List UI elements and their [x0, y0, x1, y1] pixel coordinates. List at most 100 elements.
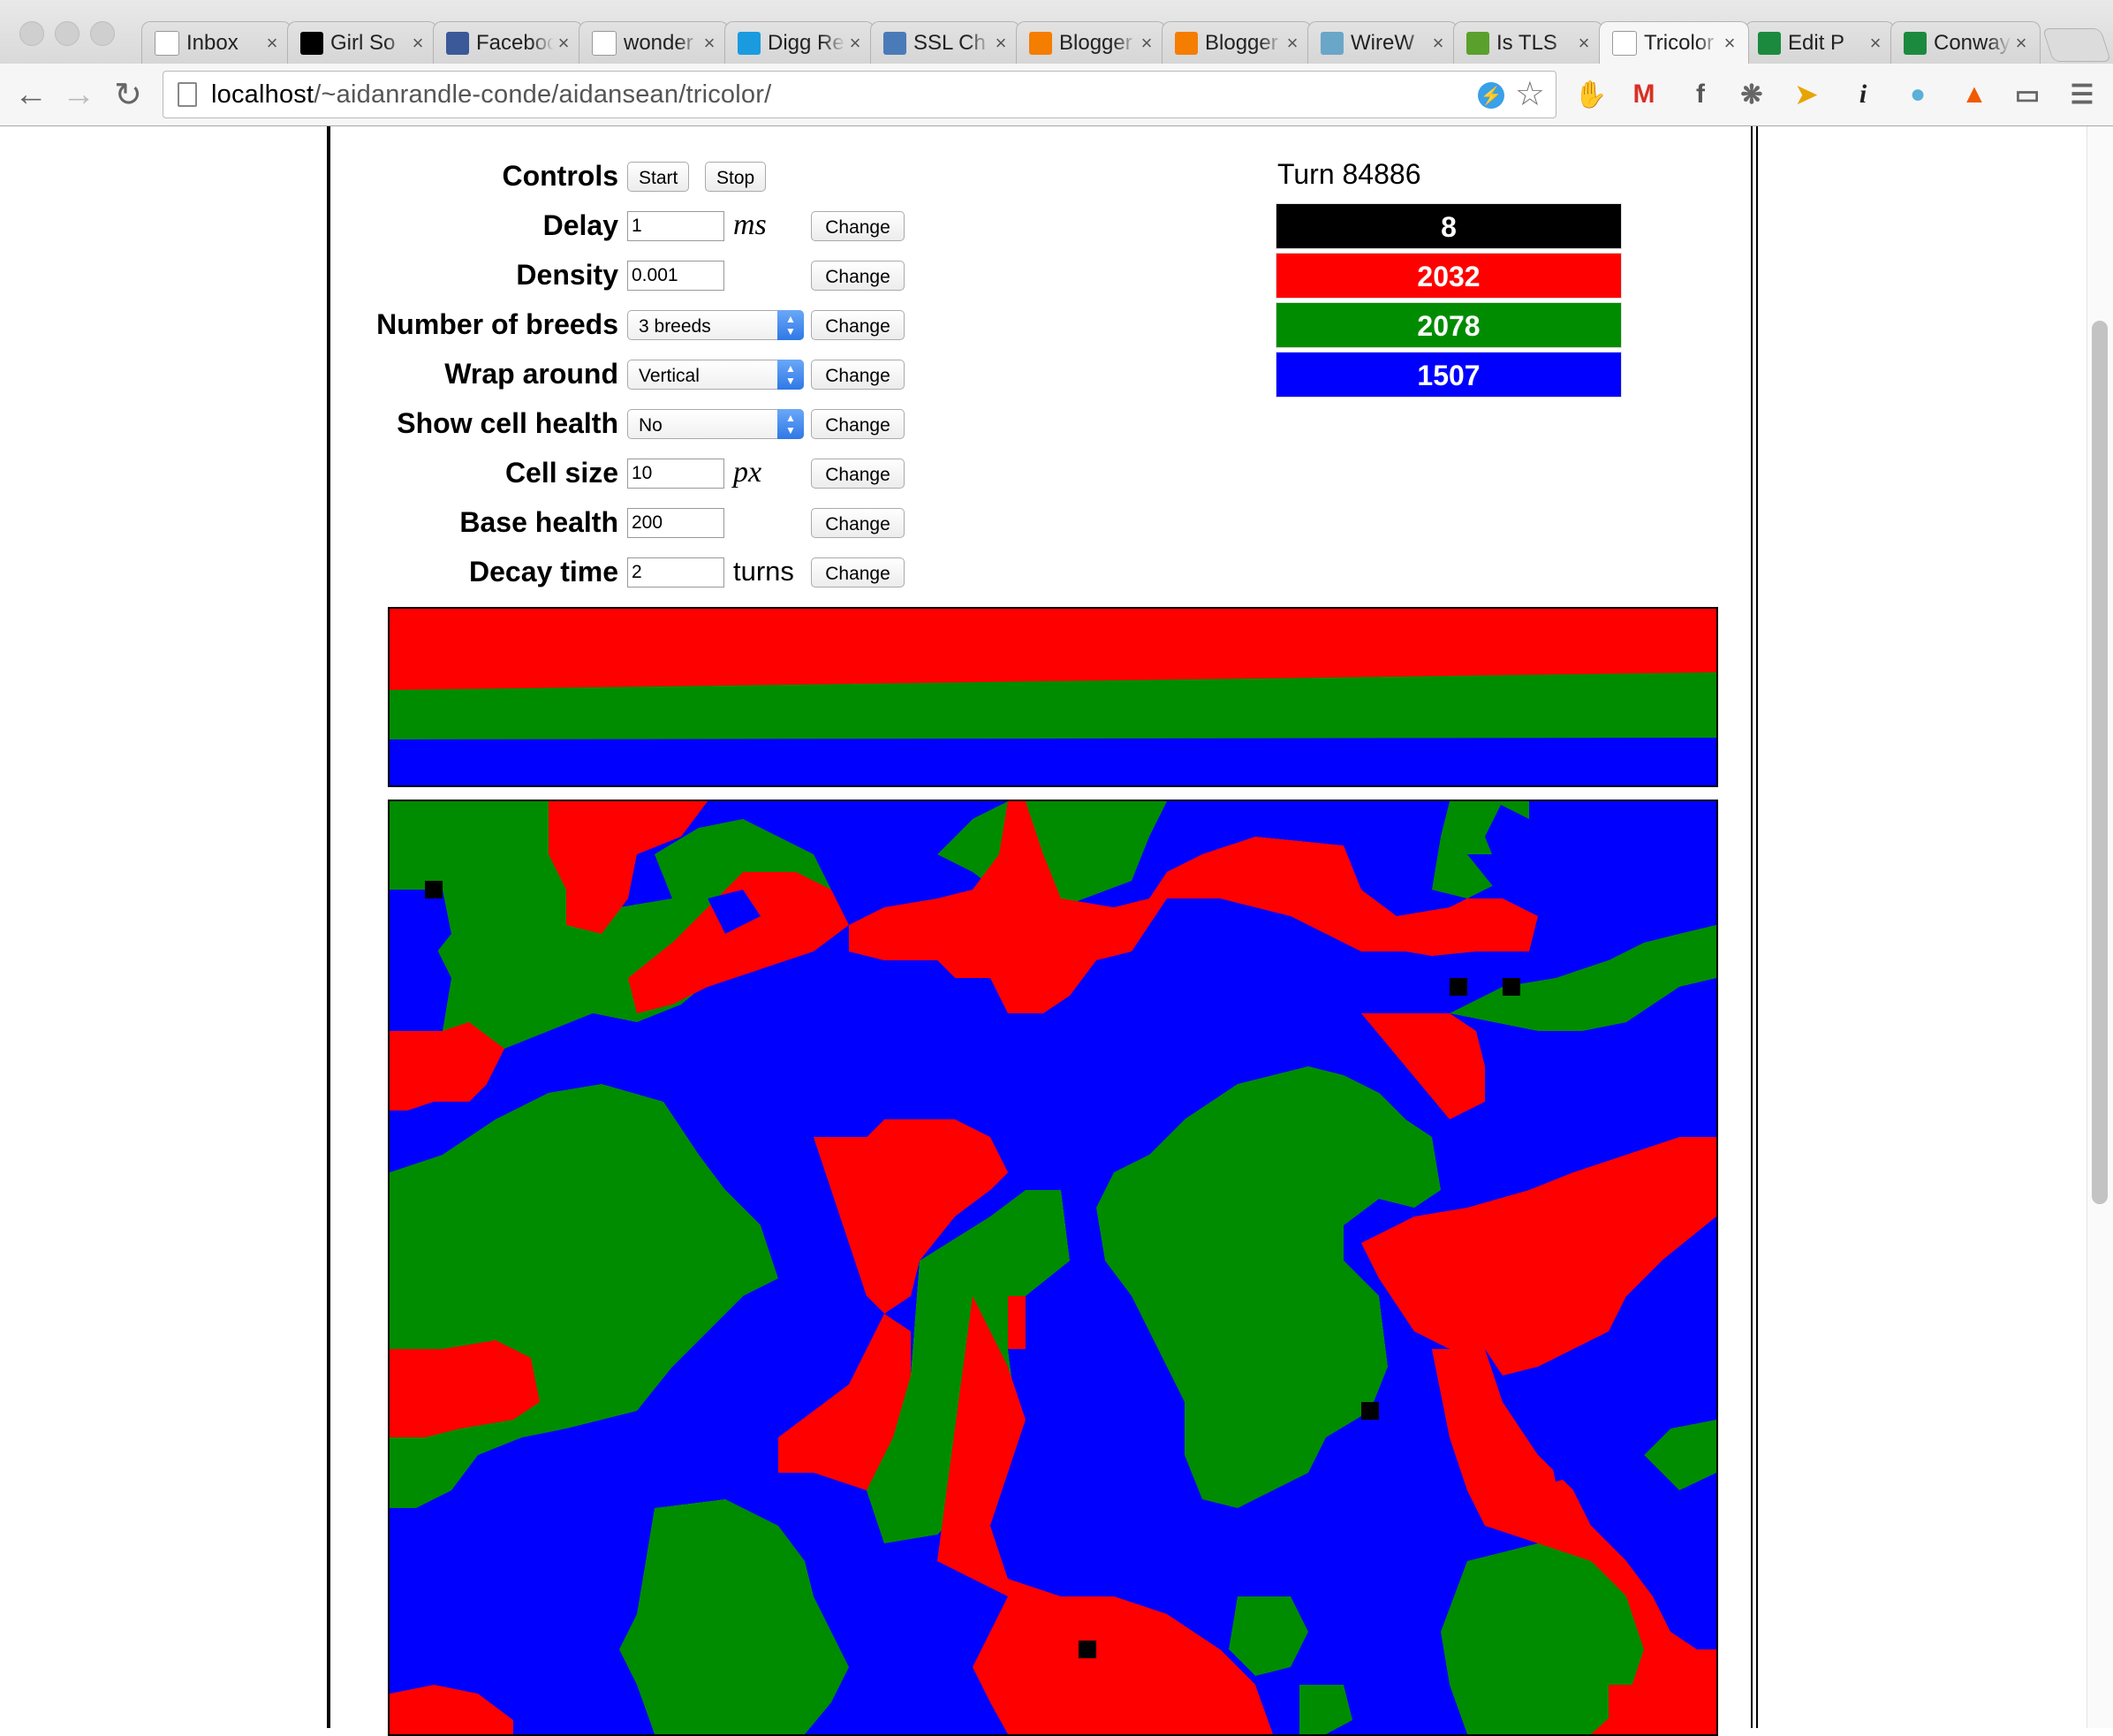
page-viewport: Controls Start Stop Delay ms Change Dens… [0, 126, 2113, 1736]
fire-extension-icon[interactable]: ▲ [1961, 80, 1988, 109]
page-right-border [1751, 126, 1758, 1728]
breeds-change-button[interactable]: Change [811, 310, 905, 340]
lightning-extension-icon[interactable]: ⚡ [1478, 82, 1504, 109]
address-bar[interactable]: localhost/~aidanrandle-conde/aidansean/t… [163, 71, 1556, 118]
health-select[interactable]: No ▲ ▼ [627, 409, 804, 439]
menu-icon[interactable]: ☰ [2070, 80, 2094, 110]
ghostery-icon[interactable]: ● [1909, 80, 1927, 109]
scrollbar-thumb[interactable] [2092, 321, 2108, 1204]
tab-3[interactable]: wonder × [579, 21, 729, 64]
tab-title: Conway [1934, 30, 2011, 55]
wrap-select[interactable]: Vertical ▲ ▼ [627, 360, 804, 390]
population-history-canvas [388, 607, 1718, 787]
start-button[interactable]: Start [627, 162, 690, 192]
tab-0[interactable]: Inbox × [141, 21, 292, 64]
adblock-hand-icon[interactable]: ✋ [1574, 80, 1608, 110]
facebook-icon [446, 31, 469, 55]
stop-button[interactable]: Stop [705, 162, 767, 192]
tab-12[interactable]: Conway × [1890, 21, 2041, 64]
info-extension-icon[interactable]: i [1859, 80, 1867, 109]
tab-close-icon[interactable]: × [849, 31, 861, 54]
delay-unit: ms [733, 208, 767, 241]
tab-close-icon[interactable]: × [1578, 31, 1590, 54]
minimize-window-button[interactable] [55, 21, 80, 46]
rocket-extension-icon[interactable]: ➤ [1795, 80, 1818, 110]
facebook-extension-icon[interactable]: f [1696, 80, 1705, 109]
delay-change-button[interactable]: Change [811, 211, 905, 241]
tab-2[interactable]: Facebook× [433, 21, 583, 64]
count-black: 8 [1276, 203, 1622, 249]
basehealth-change-button[interactable]: Change [811, 508, 905, 538]
tab-close-icon[interactable]: × [1869, 31, 1882, 54]
gmail-extension-icon[interactable]: M [1632, 80, 1655, 109]
tab-close-icon[interactable]: × [2015, 31, 2027, 54]
delay-label: Delay [542, 209, 618, 241]
tab-4[interactable]: Digg Re × [724, 21, 875, 64]
cellsize-input[interactable] [627, 459, 724, 489]
back-arrow-icon[interactable]: ← [14, 75, 48, 113]
cellsize-row: Cell size px Change [336, 453, 919, 492]
tab-title: Edit P [1788, 30, 1845, 55]
density-row: Density Change [336, 255, 919, 294]
tab-close-icon[interactable]: × [1723, 31, 1736, 54]
turn-counter: Turn 84886 [1277, 158, 1421, 190]
reload-icon[interactable]: ↻ [114, 76, 142, 114]
wrap-change-button[interactable]: Change [811, 360, 905, 390]
delay-input[interactable] [627, 211, 724, 241]
basehealth-row: Base health Change [336, 503, 919, 542]
density-change-button[interactable]: Change [811, 261, 905, 291]
tab-title: Blogger [1205, 30, 1278, 55]
tab-title: wonder [624, 30, 693, 55]
tab-9[interactable]: Is TLS × [1453, 21, 1603, 64]
tab-10[interactable]: Tricolor × [1599, 21, 1749, 64]
tab-close-icon[interactable]: × [557, 31, 570, 54]
tab-title: Is TLS [1496, 30, 1557, 55]
tab-close-icon[interactable]: × [412, 31, 424, 54]
tab-title: Digg Re [768, 30, 844, 55]
tab-close-icon[interactable]: × [995, 31, 1007, 54]
decay-change-button[interactable]: Change [811, 557, 905, 588]
tab-8[interactable]: WireW × [1307, 21, 1458, 64]
tab-5[interactable]: SSL Ch × [870, 21, 1020, 64]
game-board-canvas[interactable] [388, 800, 1718, 1736]
health-change-button[interactable]: Change [811, 409, 905, 439]
tab-close-icon[interactable]: × [1286, 31, 1299, 54]
tab-close-icon[interactable]: × [1432, 31, 1444, 54]
close-window-button[interactable] [19, 21, 44, 46]
page-icon [592, 30, 617, 56]
gmail-icon [155, 30, 179, 56]
browser-toolbar: ← → ↻ localhost/~aidanrandle-conde/aidan… [0, 64, 2113, 126]
tab-title: Inbox [186, 30, 239, 55]
decay-input[interactable] [627, 557, 724, 588]
url-text: localhost/~aidanrandle-conde/aidansean/t… [211, 80, 772, 109]
blogger-icon [1029, 31, 1052, 55]
forward-arrow-icon[interactable]: → [62, 75, 95, 113]
tab-close-icon[interactable]: × [266, 31, 278, 54]
tab-title: WireW [1351, 30, 1414, 55]
tab-7[interactable]: Blogger × [1162, 21, 1312, 64]
blogger-icon [1175, 31, 1198, 55]
tab-title: Girl So [330, 30, 396, 55]
cellsize-change-button[interactable]: Change [811, 459, 905, 489]
tab-close-icon[interactable]: × [703, 31, 716, 54]
cast-icon[interactable]: ▭ [2014, 80, 2041, 110]
zoom-window-button[interactable] [90, 21, 115, 46]
lock-icon [1466, 31, 1489, 55]
count-blue: 1507 [1276, 352, 1622, 398]
select-arrows-icon: ▲ ▼ [777, 310, 804, 340]
bookmark-star-icon[interactable]: ☆ [1514, 76, 1545, 113]
tab-close-icon[interactable]: × [1140, 31, 1153, 54]
a-icon [1758, 31, 1781, 55]
ssl-icon [883, 31, 906, 55]
basehealth-input[interactable] [627, 508, 724, 538]
count-red: 2032 [1276, 253, 1622, 299]
tab-1[interactable]: Girl So × [287, 21, 437, 64]
tab-11[interactable]: Edit P × [1745, 21, 1895, 64]
tab-6[interactable]: Blogger × [1016, 21, 1166, 64]
new-tab-button[interactable] [2041, 28, 2112, 62]
density-input[interactable] [627, 261, 724, 291]
cellsize-label: Cell size [504, 457, 618, 489]
bug-extension-icon[interactable]: ❋ [1740, 80, 1763, 110]
breeds-select[interactable]: 3 breeds ▲ ▼ [627, 310, 804, 340]
decay-row: Decay time turns Change [336, 552, 919, 591]
